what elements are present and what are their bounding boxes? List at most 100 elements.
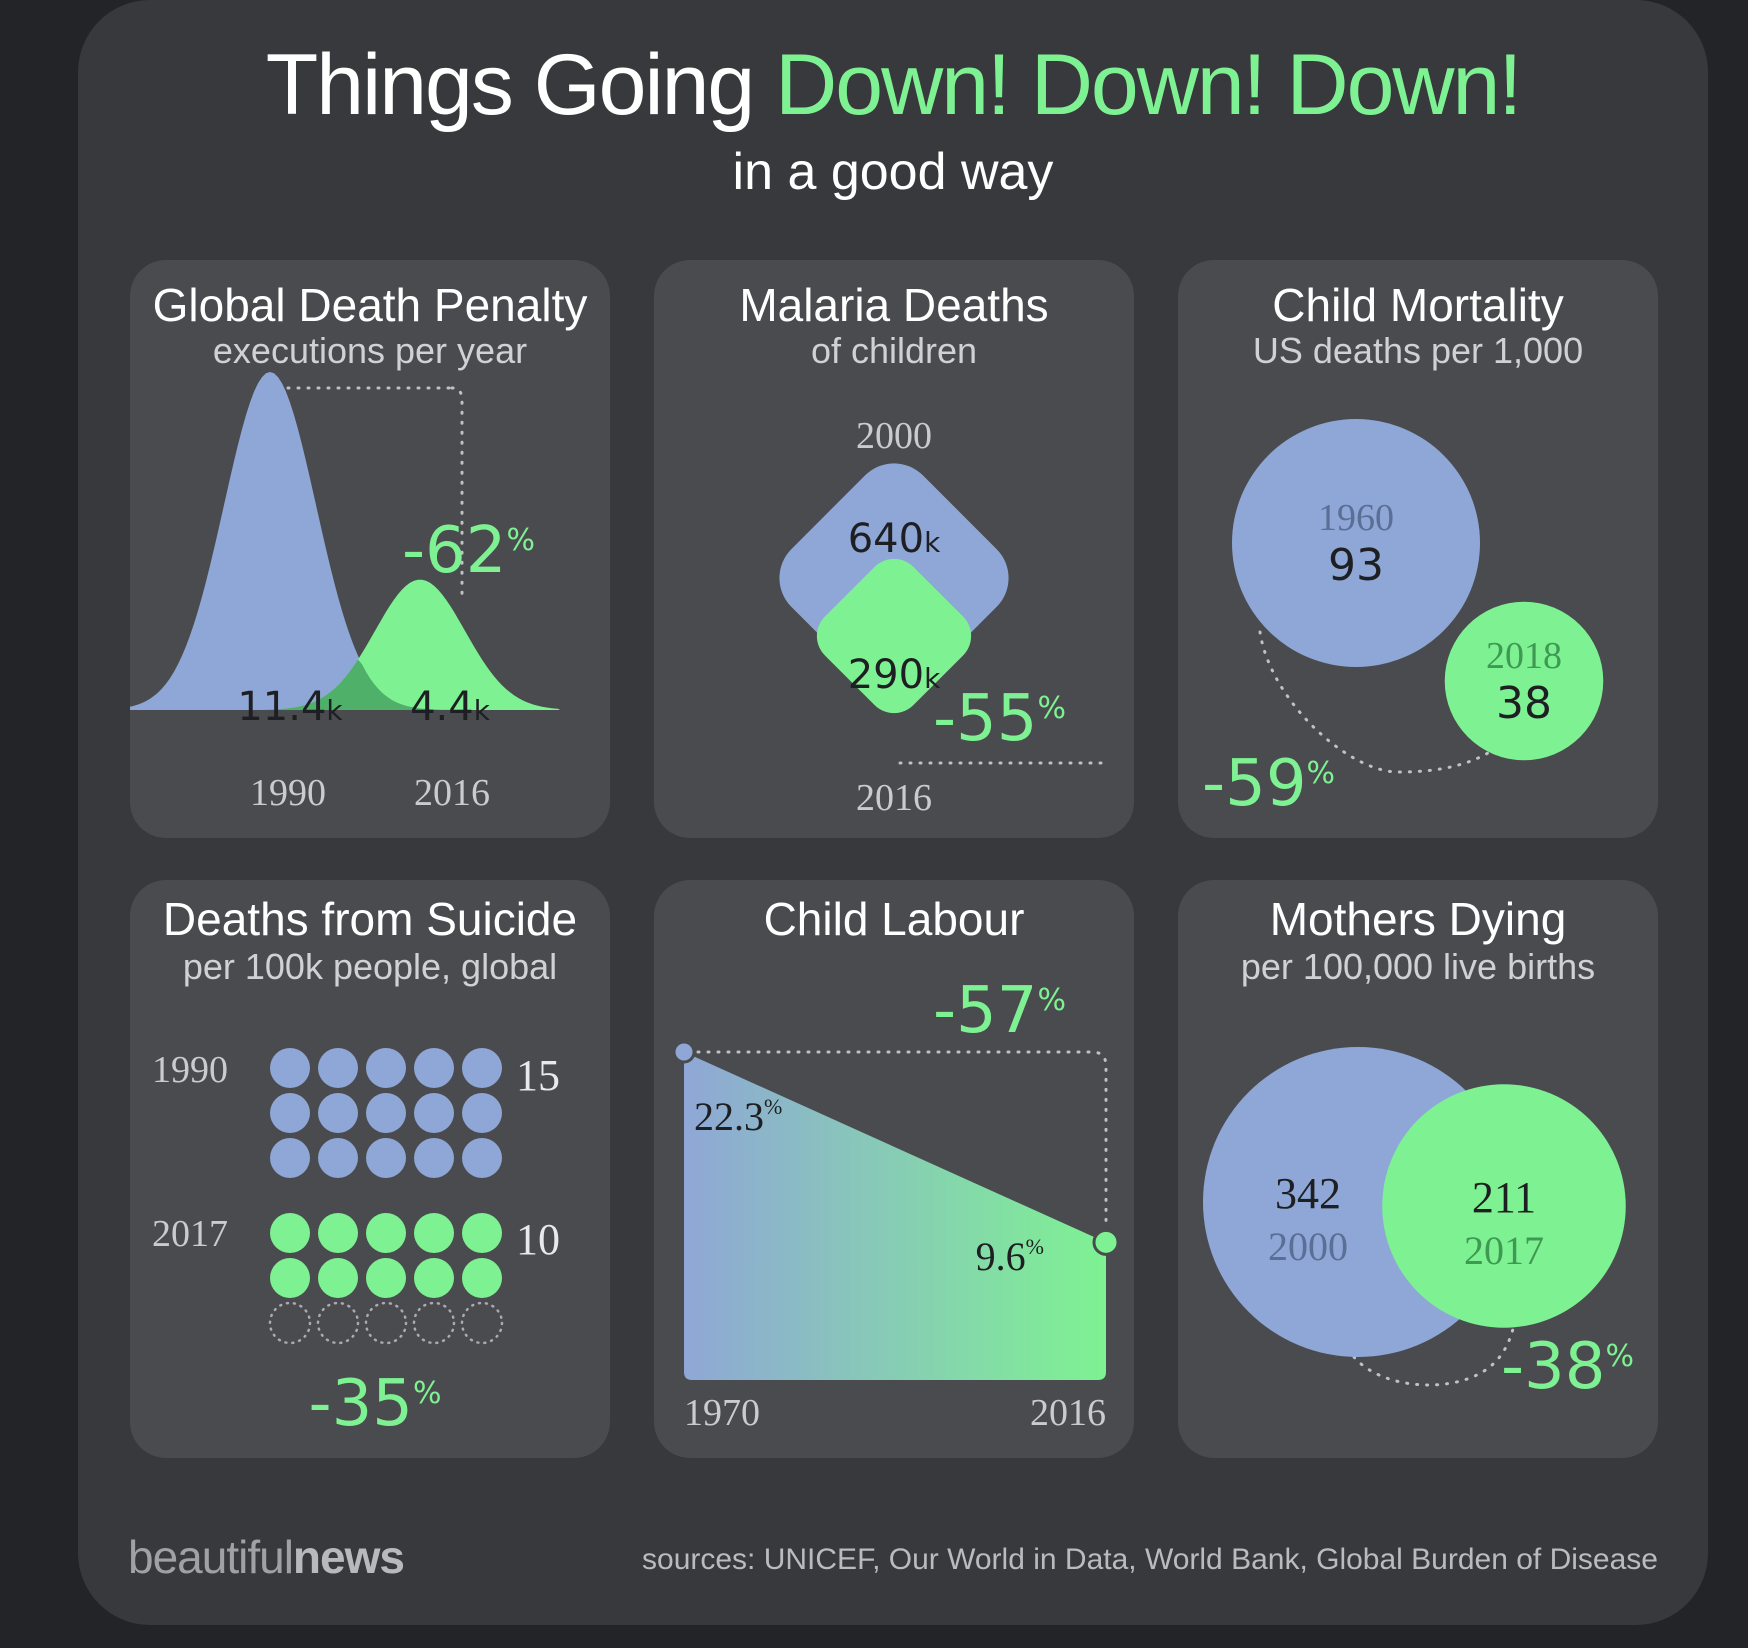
tick-label-2016: 2016 — [856, 777, 932, 819]
title-main: Things Going — [265, 37, 776, 133]
infographic-board: Things Going Down! Down! Down! in a good… — [78, 0, 1708, 1625]
panel-subtitle: per 100,000 live births — [1240, 946, 1596, 987]
dot-1990-dot — [366, 1093, 406, 1133]
malaria-chart: 2000 640k 290k 2016 -55% — [779, 415, 1104, 819]
child-labour-chart: 22.3% 9.6% 1970 2016 -57% — [672, 974, 1120, 1434]
dot-1990-dot — [414, 1048, 454, 1088]
value-label-1990: 15 — [516, 1051, 560, 1100]
connector-line-vertical — [450, 386, 464, 600]
mark-1960-circle — [1232, 419, 1480, 667]
point-2016 — [1092, 1228, 1120, 1256]
dot-2017-empty-dot — [412, 1301, 456, 1345]
panel-title: Child Mortality — [1272, 279, 1564, 331]
dot-2017-empty-dot — [460, 1301, 504, 1345]
panel-title: Deaths from Suicide — [162, 893, 578, 945]
dot-grid — [268, 1048, 504, 1345]
dot-1990-dot — [318, 1093, 358, 1133]
value-label-1990: 11.4k — [237, 684, 343, 730]
value-label-2016: 9.6% — [976, 1234, 1044, 1279]
mark-2016-peak — [130, 579, 560, 710]
value-label-2016: 290k — [848, 652, 941, 698]
panel-suicide: Deaths from Suicide per 100k people, glo… — [130, 880, 610, 1458]
dot-1990-dot — [318, 1048, 358, 1088]
dot-1990-dot — [414, 1093, 454, 1133]
tick-label-2000: 2000 — [1268, 1224, 1348, 1269]
panel-title: Mothers Dying — [1269, 893, 1567, 945]
dot-2017-dot — [318, 1258, 358, 1298]
brand-logo: beautifulnews — [128, 1531, 405, 1583]
mark-overlap — [130, 659, 560, 710]
change-label: -35% — [308, 1367, 441, 1441]
child-mortality-chart: 1960 93 2018 38 -59% — [1202, 419, 1604, 821]
panel-title: Child Labour — [763, 893, 1025, 945]
mark-2018-circle — [1444, 601, 1604, 761]
area-fill — [684, 1052, 1106, 1380]
panel-mothers-dying: Mothers Dying per 100,000 live births 34… — [1178, 880, 1658, 1458]
panel-child-labour: Child Labour 22.3% 9.6% 1970 2016 -57% — [654, 880, 1134, 1458]
value-label-2000: 640k — [848, 516, 941, 562]
value-label-2000: 342 — [1275, 1169, 1341, 1218]
dot-2017-dot — [462, 1213, 502, 1253]
title-accent: Down! Down! Down! — [775, 37, 1522, 133]
dot-2017-dot — [318, 1213, 358, 1253]
change-label: -57% — [933, 974, 1066, 1048]
panel-death-penalty: Global Death Penalty executions per year… — [130, 260, 610, 838]
panel-child-mortality: Child Mortality US deaths per 1,000 1960… — [1178, 260, 1658, 838]
tick-label-2017: 2017 — [1464, 1228, 1544, 1273]
dot-1990-dot — [414, 1138, 454, 1178]
dot-2017-dot — [414, 1213, 454, 1253]
change-label: -55% — [933, 682, 1066, 756]
value-label-1960: 93 — [1328, 540, 1384, 591]
dot-1990-dot — [318, 1138, 358, 1178]
sources-note: sources: UNICEF, Our World in Data, Worl… — [642, 1543, 1658, 1576]
mark-2016-diamond — [816, 558, 972, 714]
change-label: -59% — [1202, 747, 1335, 821]
panel-subtitle: per 100k people, global — [182, 946, 558, 987]
suicide-chart: 1990 2017 15 10 -35% — [152, 1048, 560, 1441]
point-1970 — [672, 1040, 696, 1064]
connector-arc — [1352, 1323, 1516, 1387]
dot-2017-dot — [366, 1213, 406, 1253]
value-label-2017: 10 — [516, 1215, 560, 1264]
tick-label-1960: 1960 — [1318, 497, 1394, 539]
panel-subtitle: of children — [810, 330, 978, 371]
dot-1990-dot — [462, 1138, 502, 1178]
panel-title: Malaria Deaths — [739, 279, 1049, 331]
page-subtitle: in a good way — [732, 143, 1054, 201]
dot-1990-dot — [462, 1093, 502, 1133]
dot-2017-dot — [366, 1258, 406, 1298]
change-label: -38% — [1501, 1330, 1634, 1404]
tick-label-2016: 2016 — [414, 772, 490, 814]
dot-1990-dot — [270, 1093, 310, 1133]
value-label-1970: 22.3% — [694, 1094, 782, 1139]
mark-2017-circle — [1382, 1084, 1626, 1328]
panel-subtitle: US deaths per 1,000 — [1252, 330, 1584, 371]
mothers-dying-chart: 342 2000 211 2017 -38% — [1203, 1047, 1634, 1404]
mark-1990-peak — [130, 372, 560, 710]
dot-1990-dot — [366, 1138, 406, 1178]
value-label-2017: 211 — [1472, 1173, 1536, 1222]
dot-2017-dot — [270, 1213, 310, 1253]
death-penalty-chart: 11.4k 4.4k 1990 2016 -62% — [130, 372, 560, 814]
tick-label-2017: 2017 — [152, 1213, 228, 1255]
panel-malaria: Malaria Deaths of children 2000 640k 290… — [654, 260, 1134, 838]
dot-2017-dot — [462, 1258, 502, 1298]
tick-label-2016: 2016 — [1030, 1392, 1106, 1434]
tick-label-1970: 1970 — [684, 1392, 760, 1434]
dot-1990-dot — [462, 1048, 502, 1088]
panel-title: Global Death Penalty — [152, 279, 588, 331]
dot-2017-dot — [270, 1258, 310, 1298]
dot-2017-dot — [414, 1258, 454, 1298]
change-label: -62% — [402, 514, 535, 588]
dot-2017-empty-dot — [316, 1301, 360, 1345]
dot-1990-dot — [270, 1138, 310, 1178]
value-label-2016: 4.4k — [410, 684, 491, 730]
page-title: Things Going Down! Down! Down! — [78, 36, 1708, 135]
dot-1990-dot — [270, 1048, 310, 1088]
tick-label-1990: 1990 — [152, 1049, 228, 1091]
tick-label-2018: 2018 — [1486, 635, 1562, 677]
tick-label-2000: 2000 — [856, 415, 932, 457]
dot-2017-empty-dot — [364, 1301, 408, 1345]
dot-1990-dot — [366, 1048, 406, 1088]
value-label-2018: 38 — [1496, 678, 1552, 729]
